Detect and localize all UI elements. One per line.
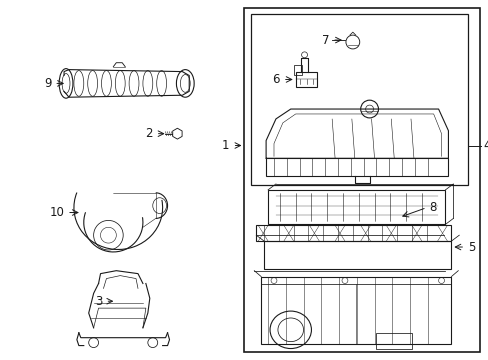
Bar bbox=[261, 276, 450, 284]
Bar bbox=[267, 190, 445, 224]
Text: 5: 5 bbox=[467, 240, 474, 253]
Bar bbox=[293, 65, 301, 75]
Text: 2: 2 bbox=[145, 127, 152, 140]
Bar bbox=[256, 225, 450, 241]
Text: 8: 8 bbox=[429, 201, 436, 214]
Text: 7: 7 bbox=[321, 33, 328, 46]
Bar bbox=[265, 158, 447, 176]
Text: 4: 4 bbox=[482, 139, 488, 152]
Text: 10: 10 bbox=[49, 206, 64, 219]
Bar bbox=[376, 333, 411, 348]
Bar bbox=[261, 276, 450, 343]
Bar bbox=[295, 72, 317, 87]
Bar bbox=[251, 14, 467, 185]
Text: 6: 6 bbox=[272, 73, 279, 86]
Text: 1: 1 bbox=[222, 139, 229, 152]
Bar bbox=[264, 241, 450, 269]
Text: 3: 3 bbox=[95, 295, 102, 308]
Text: 9: 9 bbox=[43, 77, 51, 90]
Bar bbox=[244, 8, 479, 352]
